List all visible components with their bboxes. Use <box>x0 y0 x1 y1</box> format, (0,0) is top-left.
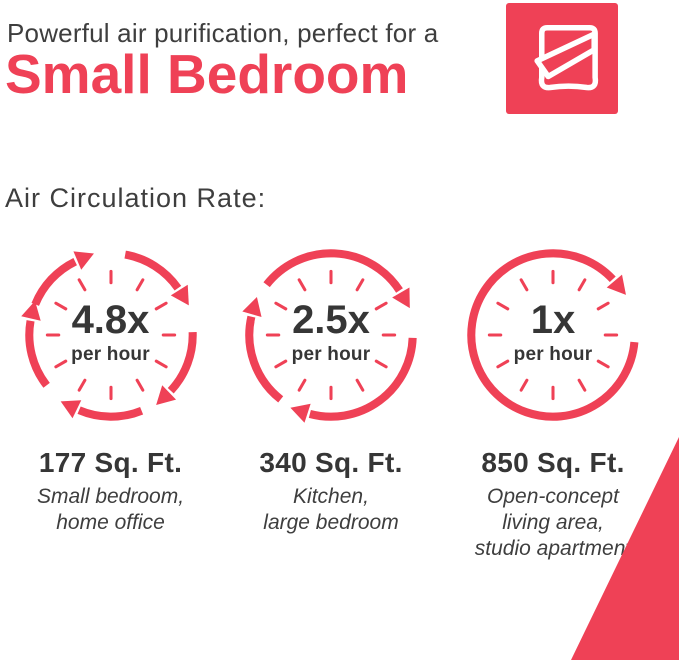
area-description-line: large bedroom <box>263 510 399 534</box>
bed-duvet-glyph <box>534 24 599 90</box>
clock-center-text: 4.8x per hour <box>16 240 206 430</box>
rate-unit: per hour <box>71 344 150 365</box>
rate-value: 2.5x <box>292 298 370 342</box>
section-heading: Air Circulation Rate: <box>5 183 267 213</box>
area-description-line: Kitchen, <box>293 484 369 508</box>
rate-unit: per hour <box>291 344 371 365</box>
clock-dial-2: 2.5x per hour <box>236 240 426 430</box>
area-description-line: home office <box>56 510 165 534</box>
clock-center-text: 1x per hour <box>458 240 648 430</box>
circulation-rate-cards: 4.8x per hour 177 Sq. Ft. Small bedroom,… <box>0 240 679 562</box>
clock-center-text: 2.5x per hour <box>236 240 426 430</box>
area-label: 177 Sq. Ft. <box>38 447 183 478</box>
rate-unit: per hour <box>513 344 593 365</box>
header-subtitle: Powerful air purification, perfect for a <box>7 18 439 48</box>
area-description-line: studio apartment <box>474 536 632 560</box>
page-title: Small Bedroom <box>5 43 409 105</box>
area-label: 340 Sq. Ft. <box>259 447 403 478</box>
clock-arrows-icon <box>20 250 197 421</box>
area-description: Kitchen, large bedroom <box>221 484 441 536</box>
area-description-line: living area, <box>502 510 604 534</box>
clock-dial-1: 4.8x per hour <box>16 240 206 430</box>
rate-value: 1x <box>530 298 576 342</box>
area-description: Open-concept living area, studio apartme… <box>441 484 665 562</box>
rate-value: 4.8x <box>71 298 150 342</box>
area-description: Small bedroom, home office <box>0 484 221 536</box>
rate-card-small-room: 4.8x per hour 177 Sq. Ft. Small bedroom,… <box>0 240 221 536</box>
clock-arrows-icon <box>467 249 639 421</box>
area-description-line: Small bedroom, <box>36 484 185 508</box>
bed-icon <box>506 3 618 114</box>
clock-dial-3: 1x per hour <box>458 240 648 430</box>
rate-card-large-room: 1x per hour 850 Sq. Ft. Open-concept liv… <box>441 240 665 562</box>
clock-arrows-icon <box>242 249 417 423</box>
area-label: 850 Sq. Ft. <box>481 447 625 478</box>
area-description-line: Open-concept <box>487 484 619 508</box>
rate-card-medium-room: 2.5x per hour 340 Sq. Ft. Kitchen, large… <box>221 240 441 536</box>
